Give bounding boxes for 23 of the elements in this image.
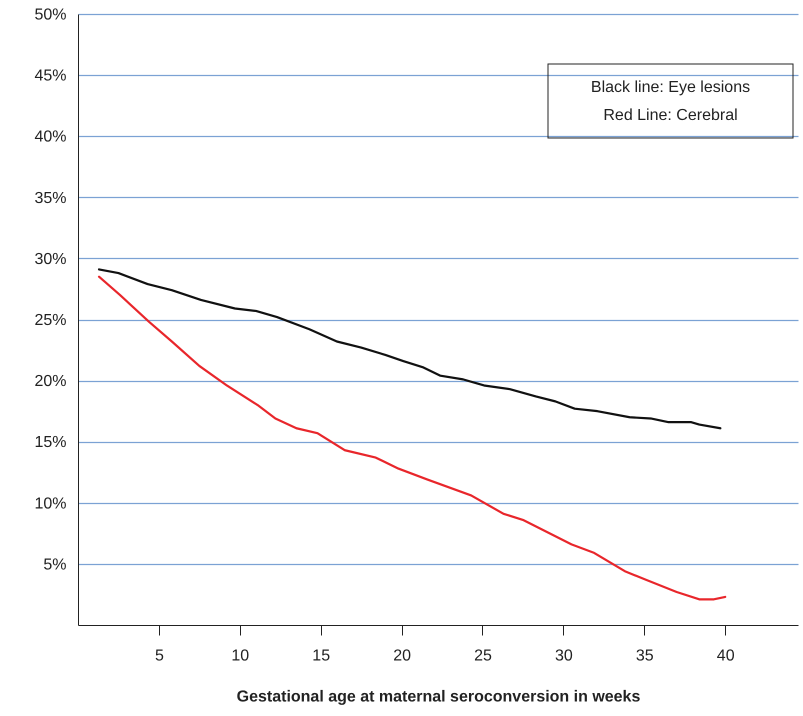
y-tick-label: 20% xyxy=(34,373,66,390)
x-tick-label: 40 xyxy=(716,648,735,664)
x-axis-title: Gestational age at maternal seroconversion in weeks xyxy=(236,688,640,706)
x-tick-label: 10 xyxy=(231,648,250,664)
y-tick-label: 45% xyxy=(34,68,66,85)
y-tick-label: 35% xyxy=(34,190,66,207)
x-tick-label: 20 xyxy=(393,648,412,664)
y-tick-label: 50% xyxy=(34,6,66,24)
line-series xyxy=(98,276,726,600)
x-tick-label: 25 xyxy=(474,648,492,664)
y-tick-label: 5% xyxy=(43,556,66,574)
x-tick-label: 35 xyxy=(636,648,654,664)
x-tick-label: 5 xyxy=(154,648,164,664)
y-tick-label: 30% xyxy=(34,250,66,268)
line-series xyxy=(98,268,722,430)
y-tick-label: 10% xyxy=(34,495,66,512)
y-tick-label: 25% xyxy=(34,312,66,329)
annotation: Red Line: Cerebral xyxy=(603,107,738,124)
y-tick-label: 40% xyxy=(34,128,66,146)
annotation: Black line: Eye lesions xyxy=(590,79,750,96)
y-tick-label: 15% xyxy=(34,434,66,452)
x-tick-label: 15 xyxy=(312,648,330,664)
x-tick-label: 30 xyxy=(554,648,573,664)
